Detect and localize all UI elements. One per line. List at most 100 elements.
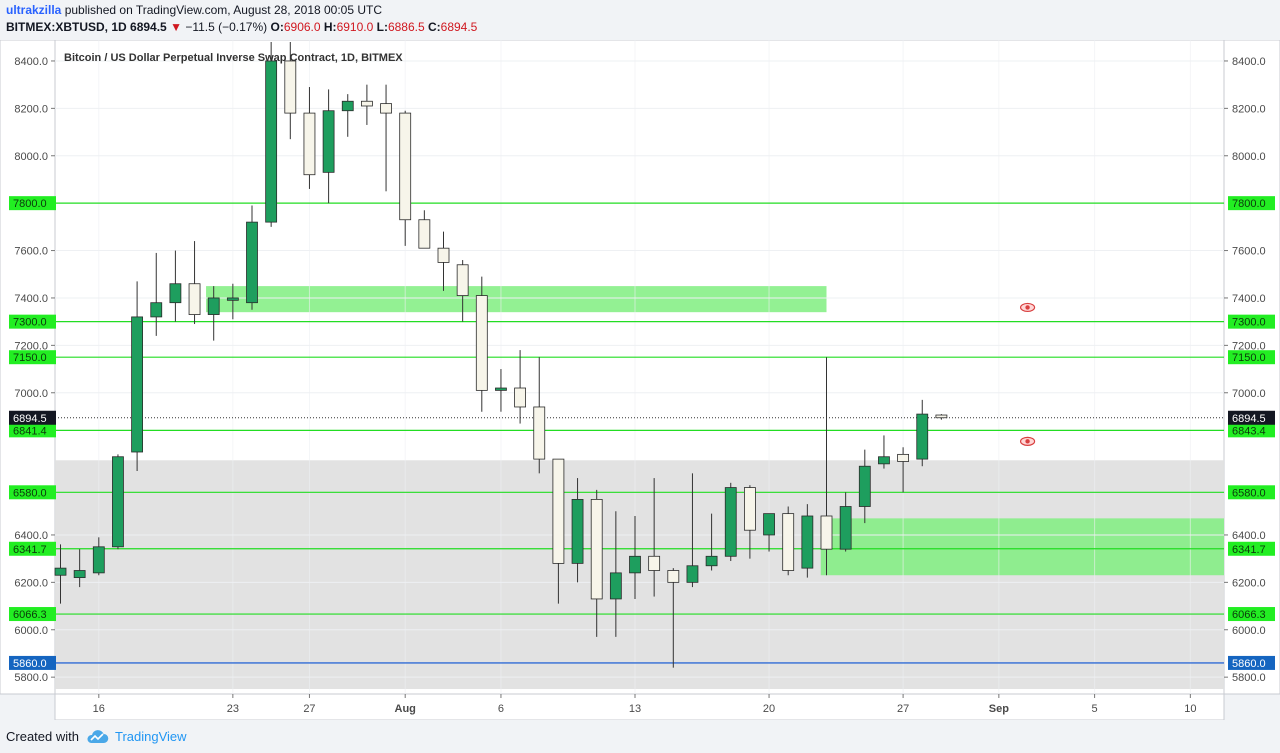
- x-tick-label: 5: [1092, 703, 1098, 715]
- y-tick-label-left: 8000.0: [14, 151, 48, 163]
- candle-down: [360, 100, 373, 107]
- y-tick-label-right: 7200.0: [1232, 340, 1266, 352]
- y-tick-label-left: 6200.0: [14, 577, 48, 589]
- x-tick-label: Aug: [395, 703, 416, 715]
- candle-down: [648, 555, 661, 571]
- candle-down: [456, 264, 469, 296]
- level-label-left-bg: [9, 350, 56, 365]
- y-tick-label-right: 6000.0: [1232, 625, 1266, 637]
- candle-up: [265, 60, 278, 223]
- level-label-left-bg: [9, 541, 56, 556]
- level-label-right-bg: [1228, 314, 1275, 329]
- candle-up: [207, 297, 220, 315]
- candle-up: [724, 487, 737, 557]
- time-axis: [54, 693, 1225, 720]
- candle-down: [820, 515, 833, 550]
- tradingview-brand-link[interactable]: TradingView: [114, 729, 187, 744]
- y-tick-label-right: 8200.0: [1232, 103, 1266, 115]
- level-label-right: 6066.3: [1232, 609, 1266, 621]
- last-price: 6894.5: [130, 20, 167, 34]
- x-tick-label: Sep: [989, 703, 1009, 715]
- x-tick-label: 13: [629, 703, 641, 715]
- y-tick-label-left: 6400.0: [14, 530, 48, 542]
- y-tick-label-right: 8000.0: [1232, 151, 1266, 163]
- candle-down: [284, 60, 297, 114]
- candle-up: [322, 110, 335, 173]
- eye-pupil: [1025, 439, 1030, 444]
- support-label-right: 5860.0: [1232, 658, 1266, 670]
- close-label: C:: [427, 20, 441, 34]
- candle-up: [112, 456, 124, 548]
- level-label-right: 7150.0: [1232, 352, 1266, 364]
- open-value: 6906.0: [283, 20, 321, 34]
- y-tick-label-left: 7600.0: [14, 246, 48, 258]
- eye-alert-icon: [1019, 436, 1036, 446]
- y-tick-label-left: 7400.0: [14, 293, 48, 305]
- x-tick-label: 23: [227, 703, 239, 715]
- level-label-right-bg: [1228, 485, 1275, 500]
- level-label-left: 6341.7: [13, 544, 47, 556]
- candle-down: [667, 570, 680, 583]
- candle-up: [341, 100, 354, 112]
- y-tick-label-left: 8400.0: [14, 56, 48, 68]
- candlestick-chart[interactable]: 5800.0 5800.0 6000.0 6000.0 6200.0 6200.0 6400…: [0, 40, 1280, 720]
- candle-down: [514, 387, 526, 408]
- level-label-right: 6341.7: [1232, 544, 1266, 556]
- left-price-axis: [0, 40, 56, 695]
- level-label-right-bg: [1228, 423, 1275, 438]
- symbol-label: BITMEX:XBTUSD, 1D: [6, 20, 127, 34]
- support-label-left-bg: [9, 655, 56, 670]
- low-value: 6886.5: [387, 20, 425, 34]
- down-arrow-icon: ▼: [170, 20, 182, 34]
- author-link[interactable]: ultrakzilla: [6, 3, 62, 17]
- candle-down: [475, 295, 488, 391]
- support-label-left: 5860.0: [13, 658, 47, 670]
- x-tick-label: 27: [303, 703, 315, 715]
- level-label-right: 7800.0: [1232, 198, 1266, 210]
- candle-down: [303, 112, 316, 176]
- level-label-left: 6580.0: [13, 487, 47, 499]
- level-label-right-bg: [1228, 541, 1275, 556]
- candle-down: [437, 247, 450, 263]
- x-tick-label: 10: [1184, 703, 1196, 715]
- candle-up: [858, 465, 871, 507]
- high-value: 6910.0: [336, 20, 374, 34]
- candle-up: [226, 297, 239, 301]
- candle-up: [801, 515, 814, 569]
- candle-up: [916, 413, 929, 460]
- current-price-label-right-bg: [1228, 410, 1275, 425]
- tradingview-cloud-icon: [87, 730, 109, 743]
- publish-info: ultrakzilla published on TradingView.com…: [6, 2, 1266, 19]
- candle-up: [686, 565, 699, 583]
- candle-up: [629, 555, 641, 574]
- candle-down: [399, 112, 412, 221]
- candle-down: [590, 499, 603, 600]
- y-tick-label-left: 5800.0: [14, 672, 48, 684]
- candle-up: [246, 221, 258, 304]
- x-tick-label: 20: [763, 703, 775, 715]
- candle-up: [131, 316, 144, 453]
- publish-text: published on TradingView.com, August 28,…: [64, 3, 383, 17]
- level-label-right-bg: [1228, 607, 1275, 622]
- open-label: O:: [270, 20, 284, 34]
- y-tick-label-right: 7400.0: [1232, 293, 1266, 305]
- high-label: H:: [323, 20, 337, 34]
- y-tick-label-right: 6400.0: [1232, 530, 1266, 542]
- current-price-label-left: 6894.5: [13, 413, 47, 425]
- level-label-right-bg: [1228, 196, 1275, 211]
- candle-down: [552, 458, 565, 564]
- level-label-right: 6843.4: [1232, 425, 1266, 437]
- created-with-text: Created with: [6, 729, 79, 744]
- candle-up: [150, 302, 163, 318]
- level-label-left: 7300.0: [13, 317, 47, 329]
- candle-up: [878, 456, 890, 465]
- candle-down: [897, 453, 909, 462]
- candle-up: [705, 555, 718, 567]
- chart-title: Bitcoin / US Dollar Perpetual Inverse Sw…: [64, 52, 403, 64]
- candle-down: [418, 219, 431, 249]
- current-price-label-left-bg: [9, 410, 56, 425]
- close-value: 6894.5: [440, 20, 478, 34]
- symbol-info: BITMEX:XBTUSD, 1D 6894.5 ▼ −11.5 (−0.17%…: [6, 19, 1266, 36]
- candle-down: [782, 513, 795, 571]
- level-label-left: 6841.4: [13, 425, 47, 437]
